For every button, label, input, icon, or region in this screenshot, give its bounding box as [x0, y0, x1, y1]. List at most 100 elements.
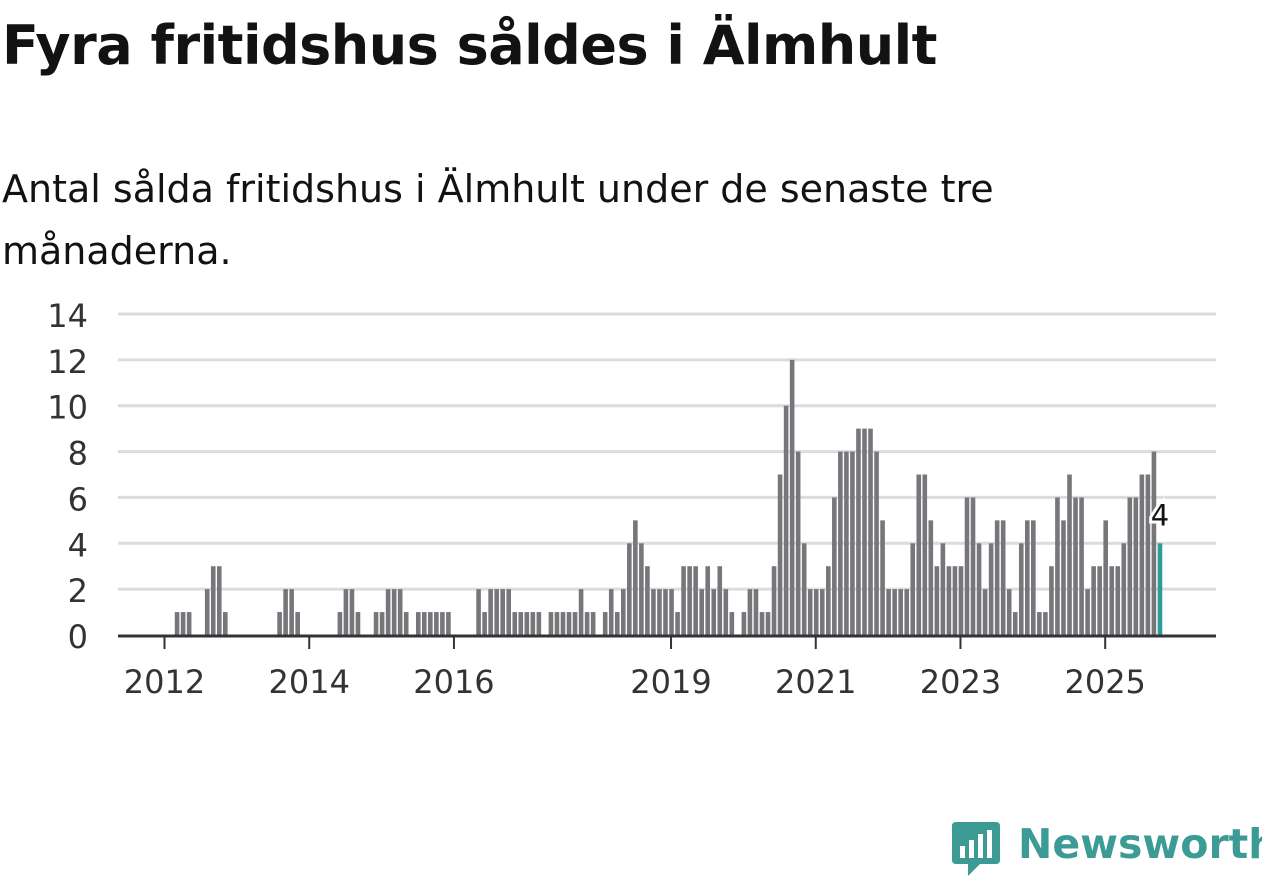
bar — [1031, 520, 1036, 635]
bar — [645, 566, 650, 635]
bar — [1079, 497, 1084, 635]
bar — [512, 612, 518, 635]
bar — [482, 612, 487, 635]
bar — [795, 451, 801, 635]
bar — [627, 543, 632, 635]
bar — [1073, 497, 1078, 635]
bar — [741, 612, 747, 635]
bar — [922, 474, 928, 635]
bar — [747, 589, 753, 635]
bar — [669, 589, 674, 635]
bar — [1139, 474, 1145, 635]
bar — [1037, 612, 1042, 635]
bar — [699, 589, 704, 635]
bar-chart-speech-bubble-icon — [952, 822, 1000, 876]
bar — [174, 612, 180, 635]
bar — [844, 451, 849, 635]
bar — [337, 612, 343, 635]
bar — [819, 589, 825, 635]
y-tick-label: 4 — [68, 526, 88, 564]
bar — [958, 566, 964, 635]
bar — [657, 589, 662, 635]
y-tick-label: 6 — [68, 480, 88, 518]
bar — [663, 589, 668, 635]
bar — [687, 566, 692, 635]
bar — [783, 405, 789, 635]
bar-chart: 0 2 4 6 8 10 12 14 2012 2014 2016 2019 2021 2023 2025… — [47, 297, 1216, 701]
bar — [1115, 566, 1121, 635]
bar — [422, 612, 427, 635]
bar — [1109, 566, 1115, 635]
bar — [946, 566, 952, 635]
x-tick-label: 2019 — [630, 663, 711, 701]
bar — [771, 566, 777, 635]
bar — [385, 589, 391, 635]
bar — [1151, 451, 1157, 635]
y-tick-label: 14 — [47, 297, 88, 335]
bar — [277, 612, 282, 635]
bar — [892, 589, 897, 635]
bar — [428, 612, 433, 635]
bar — [886, 589, 891, 635]
bar — [874, 451, 879, 635]
bar — [403, 612, 409, 635]
bar — [578, 589, 584, 635]
bar — [1049, 566, 1054, 635]
y-tick-label: 12 — [47, 343, 88, 381]
bar — [994, 520, 1000, 635]
bar — [717, 566, 723, 635]
bar — [1043, 612, 1048, 635]
bar — [789, 359, 795, 635]
bar — [693, 566, 698, 635]
bar — [976, 543, 982, 635]
bar — [1018, 543, 1024, 635]
bar — [856, 428, 861, 635]
data-labels: 4 — [1148, 495, 1172, 535]
y-tick-label: 8 — [68, 435, 88, 473]
bar — [379, 612, 385, 635]
bar — [488, 589, 493, 635]
bar — [494, 589, 499, 635]
bar — [934, 566, 940, 635]
bar — [1103, 520, 1108, 635]
bar — [566, 612, 572, 635]
bar — [608, 589, 614, 635]
x-tick-label: 2023 — [920, 663, 1001, 701]
x-axis-ticks: 2012 2014 2016 2019 2021 2023 2025 — [124, 637, 1146, 701]
bar — [964, 497, 970, 635]
bar — [711, 589, 717, 635]
bar — [295, 612, 300, 635]
bar — [500, 589, 505, 635]
bar — [651, 589, 656, 635]
bar — [584, 612, 590, 635]
bar — [753, 589, 759, 635]
x-tick-label: 2014 — [269, 663, 350, 701]
bar — [868, 428, 873, 635]
bar — [1067, 474, 1072, 635]
bar — [1061, 520, 1066, 635]
bar — [1145, 474, 1151, 635]
bar — [765, 612, 771, 635]
bar — [349, 589, 355, 635]
y-axis-ticks: 0 2 4 6 8 10 12 14 — [47, 297, 88, 656]
bar — [391, 589, 397, 635]
bar — [970, 497, 976, 635]
gridlines — [118, 312, 1216, 591]
bar — [506, 589, 512, 635]
bar — [590, 612, 596, 635]
y-tick-label: 10 — [47, 389, 88, 427]
bar — [397, 589, 403, 635]
bar — [1133, 497, 1139, 635]
bar — [343, 589, 349, 635]
bar — [940, 543, 946, 635]
bar — [633, 520, 638, 635]
bar-highlight — [1157, 543, 1163, 635]
bar — [373, 612, 379, 635]
bar — [759, 612, 765, 635]
bar — [904, 589, 909, 635]
bar — [928, 520, 934, 635]
bar — [777, 474, 783, 635]
bar — [1127, 497, 1133, 635]
bar — [554, 612, 560, 635]
brand-name: Newsworthy — [1018, 820, 1262, 868]
